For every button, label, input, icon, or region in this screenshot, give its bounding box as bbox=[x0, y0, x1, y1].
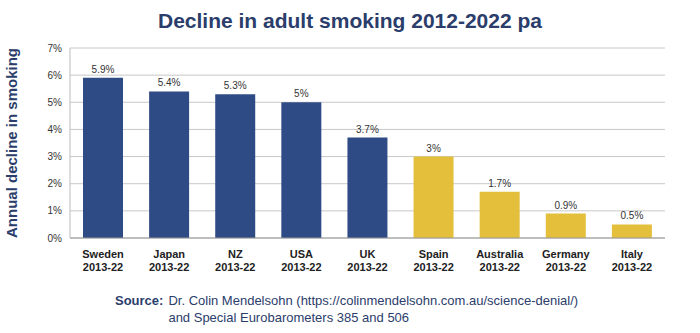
svg-text:Sweden2013-22: Sweden2013-22 bbox=[82, 248, 124, 273]
svg-text:Annual decline in smoking: Annual decline in smoking bbox=[8, 48, 20, 238]
svg-text:USA2013-22: USA2013-22 bbox=[281, 248, 321, 273]
svg-text:Australia2013-22: Australia2013-22 bbox=[476, 248, 524, 273]
svg-text:UK2013-22: UK2013-22 bbox=[347, 248, 387, 273]
svg-text:6%: 6% bbox=[48, 70, 63, 81]
svg-text:Japan2013-22: Japan2013-22 bbox=[149, 248, 189, 273]
svg-text:5.9%: 5.9% bbox=[92, 64, 115, 75]
svg-text:5%: 5% bbox=[294, 88, 309, 99]
svg-text:Spain2013-22: Spain2013-22 bbox=[413, 248, 453, 273]
svg-text:NZ2013-22: NZ2013-22 bbox=[215, 248, 255, 273]
svg-text:Italy2013-22: Italy2013-22 bbox=[612, 248, 652, 273]
svg-text:2%: 2% bbox=[48, 178, 63, 189]
svg-text:4%: 4% bbox=[48, 124, 63, 135]
svg-text:5.4%: 5.4% bbox=[158, 77, 181, 88]
svg-text:5%: 5% bbox=[48, 97, 63, 108]
html-text:Decline in adult smoking 2012-: Decline in adult smoking 2012-2022 pa bbox=[158, 9, 542, 32]
svg-text:1.7%: 1.7% bbox=[488, 178, 511, 189]
svg-text:1%: 1% bbox=[48, 205, 63, 216]
svg-text:3%: 3% bbox=[426, 143, 441, 154]
svg-text:0.5%: 0.5% bbox=[620, 210, 643, 221]
svg-text:3%: 3% bbox=[48, 151, 63, 162]
svg-text:Germany2013-22: Germany2013-22 bbox=[542, 248, 591, 273]
svg-text:7%: 7% bbox=[48, 43, 63, 54]
svg-text:0.9%: 0.9% bbox=[554, 200, 577, 211]
html-text:Source: Dr. Colin Mendelsohn (: Source: Dr. Colin Mendelsohn (https://co… bbox=[115, 293, 579, 325]
svg-text:5.3%: 5.3% bbox=[224, 80, 247, 91]
svg-text:0%: 0% bbox=[48, 233, 63, 244]
svg-text:3.7%: 3.7% bbox=[356, 124, 379, 135]
